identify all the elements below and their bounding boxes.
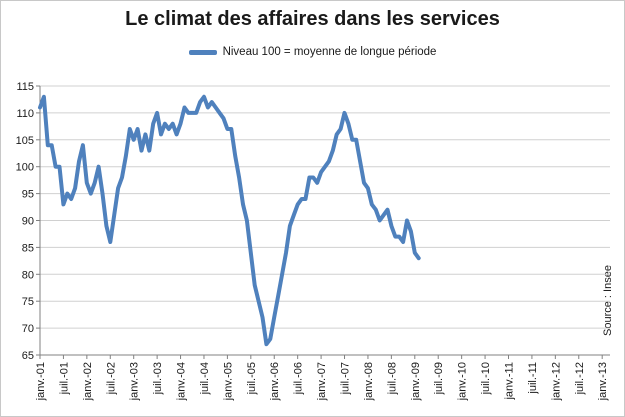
x-tick-label: janv.-05 <box>222 362 234 401</box>
x-tick-label: janv.-09 <box>410 362 422 401</box>
x-axis: janv.-01 juil.-01 janv.-02 juil.-02 janv.-03… <box>35 354 610 401</box>
legend-label: Niveau 100 = moyenne de longue période <box>222 46 437 58</box>
x-tick-label: janv.-13 <box>597 362 609 401</box>
y-tick-label: 110 <box>16 108 34 120</box>
x-tick-label: juil.-06 <box>293 362 305 395</box>
y-tick-label: 80 <box>22 269 34 281</box>
x-tick-label: juil.-12 <box>574 362 586 395</box>
x-tick-label: janv.-10 <box>457 362 469 401</box>
x-tick-label: janv.-03 <box>129 362 141 401</box>
x-tick-label: juil.-10 <box>480 362 492 395</box>
y-tick-label: 70 <box>22 323 34 335</box>
y-tick-label: 90 <box>22 216 34 228</box>
x-tick-label: juil.-03 <box>152 362 164 395</box>
x-tick-label: juil.-07 <box>340 362 352 395</box>
x-tick-label: janv.-12 <box>550 362 562 401</box>
x-tick-label: juil.-04 <box>199 362 211 395</box>
x-tick-label: juil.-05 <box>246 362 258 395</box>
x-tick-label: juil.-08 <box>386 362 398 395</box>
y-axis: 65 70 75 80 85 90 95 100 105 110 115 <box>16 81 41 362</box>
x-tick-label: janv.-07 <box>316 362 328 401</box>
y-tick-label: 75 <box>22 296 34 308</box>
y-tick-label: 85 <box>22 242 34 254</box>
x-tick-label: juil.-09 <box>433 362 445 395</box>
legend-swatch <box>188 49 217 55</box>
x-tick-label: janv.-01 <box>35 362 47 401</box>
x-tick-label: juil.-11 <box>527 362 539 395</box>
y-tick-label: 95 <box>22 189 34 201</box>
x-tick-label: juil.-01 <box>58 362 70 395</box>
y-tick-label: 65 <box>22 350 34 362</box>
x-tick-label: janv.-11 <box>503 362 515 401</box>
x-tick-label: janv.-08 <box>363 362 375 401</box>
x-tick-label: janv.-06 <box>269 362 281 401</box>
y-tick-label: 115 <box>16 81 34 93</box>
x-tick-label: janv.-04 <box>176 362 188 401</box>
series-layer <box>38 94 421 347</box>
gridlines <box>40 85 610 329</box>
x-tick-label: juil.-02 <box>105 362 117 395</box>
chart-title: Le climat des affaires dans les services <box>125 8 500 30</box>
chart-legend: Niveau 100 = moyenne de longue période <box>0 46 625 58</box>
y-tick-label: 100 <box>16 162 34 174</box>
series-line <box>38 94 421 347</box>
y-tick-label: 105 <box>16 135 34 147</box>
x-tick-label: janv.-02 <box>82 362 94 401</box>
